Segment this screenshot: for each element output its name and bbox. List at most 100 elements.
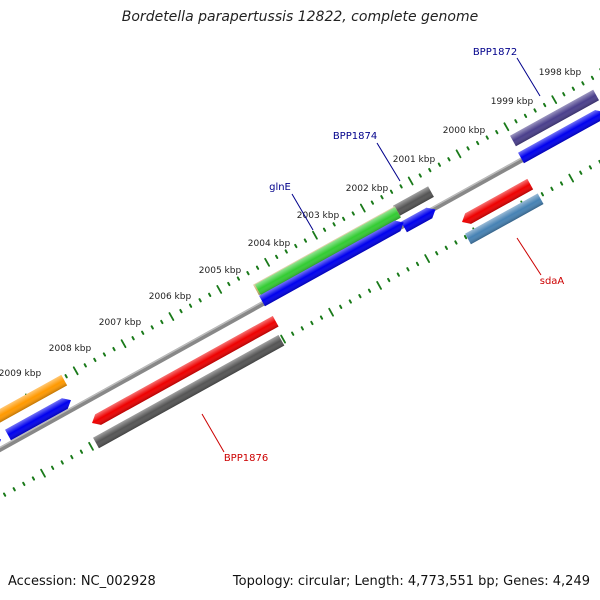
kbp-label: 2009 kbp (0, 369, 41, 379)
tick-mark (22, 481, 26, 487)
tick-mark (70, 454, 74, 460)
gene-bpp1872-purple (510, 89, 599, 147)
gene-sdaa-steelblue-shade (465, 193, 544, 245)
tick-mark (418, 173, 422, 178)
gene-label: BPP1874 (333, 131, 377, 142)
gene-forward-blue-d-shade (5, 398, 71, 441)
tick-mark (370, 200, 375, 205)
tick-mark (540, 192, 545, 197)
tick-mark (533, 108, 537, 113)
tick-mark (83, 363, 87, 368)
tick-mark (332, 222, 336, 227)
tick-mark (284, 249, 288, 254)
tick-mark (303, 238, 308, 243)
gene-forward-blue-a-shade (518, 110, 600, 164)
tick-mark (543, 102, 547, 108)
tick-mark (568, 173, 575, 183)
tick-mark (64, 374, 68, 379)
tick-mark (93, 357, 97, 363)
topology-text: Topology: circular; Length: 4,773,551 bp… (232, 574, 590, 589)
tick-mark (280, 334, 286, 344)
gene-forward-blue-d (5, 398, 71, 441)
gene-bpp1876-grey-shade (93, 334, 285, 449)
gene-label-leader (516, 237, 542, 276)
tick-mark (264, 257, 270, 267)
tick-mark (179, 308, 183, 314)
tick-mark (562, 92, 566, 97)
tick-mark (208, 292, 212, 297)
tick-mark (88, 441, 94, 451)
tick-mark (342, 216, 346, 222)
tick-mark (466, 146, 470, 151)
tick-mark (310, 320, 314, 326)
tick-mark (435, 251, 439, 256)
gene-glne-green (255, 207, 401, 296)
tick-mark (72, 366, 79, 376)
tick-mark (328, 307, 334, 317)
tick-mark (571, 86, 575, 91)
kbp-label: 2007 kbp (99, 318, 142, 328)
tick-mark (2, 492, 7, 497)
tick-mark (380, 195, 384, 200)
gene-bpp1874-grey-shade (393, 186, 434, 217)
kbp-label: 2004 kbp (248, 239, 291, 249)
gene-sdaa-steelblue (465, 193, 544, 245)
kbp-label: 1998 kbp (539, 68, 582, 78)
label-layer: 1998 kbp 1999 kbp 2000 kbp 2001 kbp 2002 kbp… (0, 47, 581, 464)
gene-label-leader (201, 413, 225, 453)
tick-mark (581, 81, 585, 86)
tick-mark (60, 460, 64, 465)
tick-mark (579, 170, 583, 175)
tick-mark (319, 315, 324, 320)
gene-reverse-red-b (92, 315, 279, 425)
tick-mark (31, 476, 36, 481)
tick-mark (367, 288, 372, 293)
tick-mark (358, 293, 362, 299)
gene-forward-blue-c (259, 220, 404, 307)
tick-mark (389, 189, 394, 194)
gene-bpp1874-grey (393, 186, 434, 217)
tick-mark (291, 331, 295, 336)
tick-mark (198, 298, 202, 303)
tick-mark (188, 303, 193, 308)
gene-forward-blue-a (518, 110, 600, 164)
tick-mark (588, 165, 593, 170)
map-title: Bordetella parapertussis 12822, complete… (121, 9, 479, 25)
tick-mark (236, 276, 241, 281)
gene-forward-blue-c-shade (259, 220, 404, 307)
tick-mark (463, 234, 468, 240)
kbp-label: 1999 kbp (491, 97, 534, 107)
tick-mark (112, 346, 116, 352)
accession-text: Accession: NC_002928 (8, 574, 156, 589)
gene-label: BPP1876 (224, 453, 268, 464)
kbp-label: 2001 kbp (393, 155, 436, 165)
tick-mark (359, 203, 366, 213)
tick-mark (227, 281, 231, 287)
tick-mark (120, 339, 127, 349)
tick-mark (407, 176, 414, 186)
gene-glne-green-shade (255, 207, 401, 296)
tick-mark (141, 330, 145, 335)
tick-mark (523, 113, 528, 119)
tick-mark (150, 325, 154, 330)
tick-mark (559, 181, 564, 186)
tick-mark (454, 240, 458, 245)
tick-mark (160, 319, 164, 325)
kbp-label: 2006 kbp (149, 292, 192, 302)
gene-label: sdaA (540, 276, 565, 287)
tick-mark (387, 277, 391, 283)
tick-mark (415, 261, 420, 267)
gene-forward-blue-b-shade (401, 207, 436, 233)
tick-mark (396, 272, 400, 277)
kbp-label: 2008 kbp (49, 344, 92, 354)
tick-mark (131, 336, 135, 341)
gene-reverse-red-a-shade (462, 178, 534, 224)
tick-mark (351, 211, 355, 216)
gene-reverse-red-a (462, 178, 534, 224)
tick-mark (514, 119, 518, 124)
tick-mark (399, 184, 403, 189)
tick-mark (485, 135, 489, 140)
tick-mark (590, 75, 595, 81)
tick-mark (79, 449, 84, 454)
